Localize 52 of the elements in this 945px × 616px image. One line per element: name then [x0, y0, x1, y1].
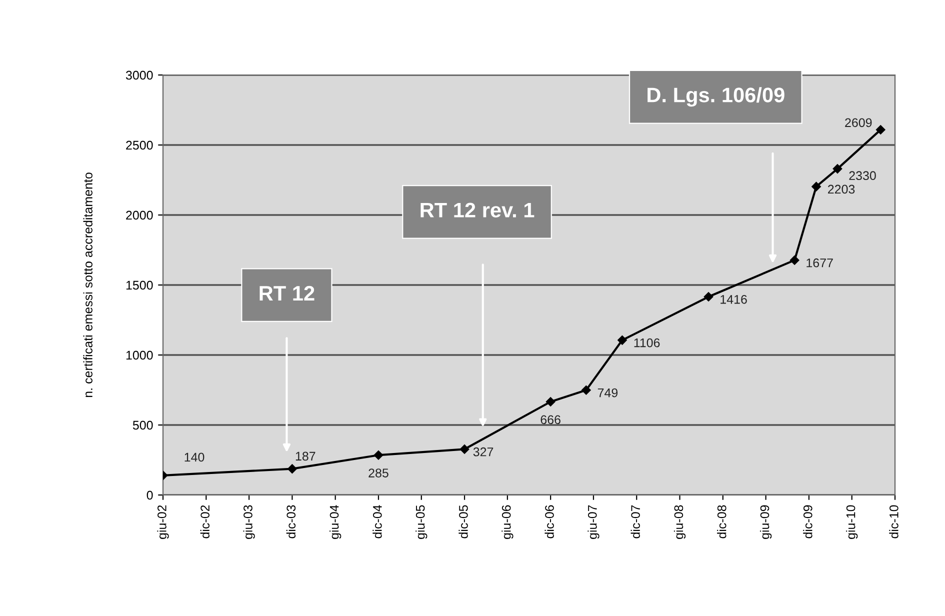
- x-tick-label: giu-09: [760, 505, 772, 539]
- y-tick-label: 1000: [126, 350, 153, 360]
- point: [582, 386, 591, 395]
- data-label: 140: [184, 452, 204, 462]
- data-label: 187: [296, 452, 316, 461]
- y-tick-label: 2500: [126, 140, 153, 150]
- point: [288, 464, 297, 474]
- y-axis-title: n. certificati emessi sotto accreditamento: [83, 172, 92, 398]
- data-label: 327: [473, 447, 494, 456]
- data-label: 749: [598, 388, 618, 398]
- x-tick-label: dic-02: [200, 505, 210, 538]
- x-tick-label: dic-05: [458, 505, 468, 538]
- y-tick-label: 1500: [126, 280, 153, 290]
- x-tick-label: giu-07: [588, 505, 600, 539]
- x-tick-label: giu-08: [674, 505, 686, 539]
- x-tick-label: dic-07: [630, 505, 640, 538]
- point: [618, 336, 627, 345]
- point: [704, 292, 714, 302]
- x-tick-label: giu-04: [330, 505, 342, 539]
- data-label: 1416: [720, 294, 747, 304]
- data-label: 2330: [849, 171, 876, 180]
- y-tick-label: 3000: [126, 70, 153, 80]
- data-label: 285: [368, 468, 388, 478]
- annotation: D. Lgs. 106/09: [648, 87, 784, 107]
- x-tick-label: giu-02: [157, 505, 169, 539]
- data-label: 1106: [634, 338, 660, 348]
- point: [460, 444, 470, 454]
- x-tick-label: giu-06: [502, 505, 514, 539]
- x-tick-label: dic-09: [803, 505, 812, 538]
- x-tick-label: dic-10: [889, 505, 898, 538]
- data-label: 1677: [806, 258, 833, 268]
- data-label: 666: [540, 415, 560, 424]
- point: [876, 125, 886, 134]
- x-tick-label: giu-10: [846, 505, 858, 539]
- y-tick-label: 2000: [126, 210, 153, 220]
- annotation: RT 12 rev. 1: [420, 202, 534, 218]
- data-label: 2203: [828, 184, 855, 194]
- x-tick-label: dic-06: [544, 505, 554, 538]
- data-label: 2609: [845, 118, 872, 128]
- point: [374, 450, 384, 460]
- x-tick-label: giu-03: [243, 505, 255, 539]
- x-tick-label: dic-08: [717, 505, 726, 538]
- x-tick-label: giu-05: [416, 505, 428, 539]
- y-tick-label: 0: [146, 490, 153, 500]
- point: [832, 164, 842, 174]
- point: [546, 397, 556, 406]
- point: [812, 182, 821, 192]
- annotation: RT 12: [260, 286, 314, 300]
- x-tick-label: dic-03: [286, 505, 296, 538]
- x-tick-label: dic-04: [372, 505, 382, 538]
- point: [790, 256, 800, 265]
- y-tick-label: 500: [132, 420, 153, 430]
